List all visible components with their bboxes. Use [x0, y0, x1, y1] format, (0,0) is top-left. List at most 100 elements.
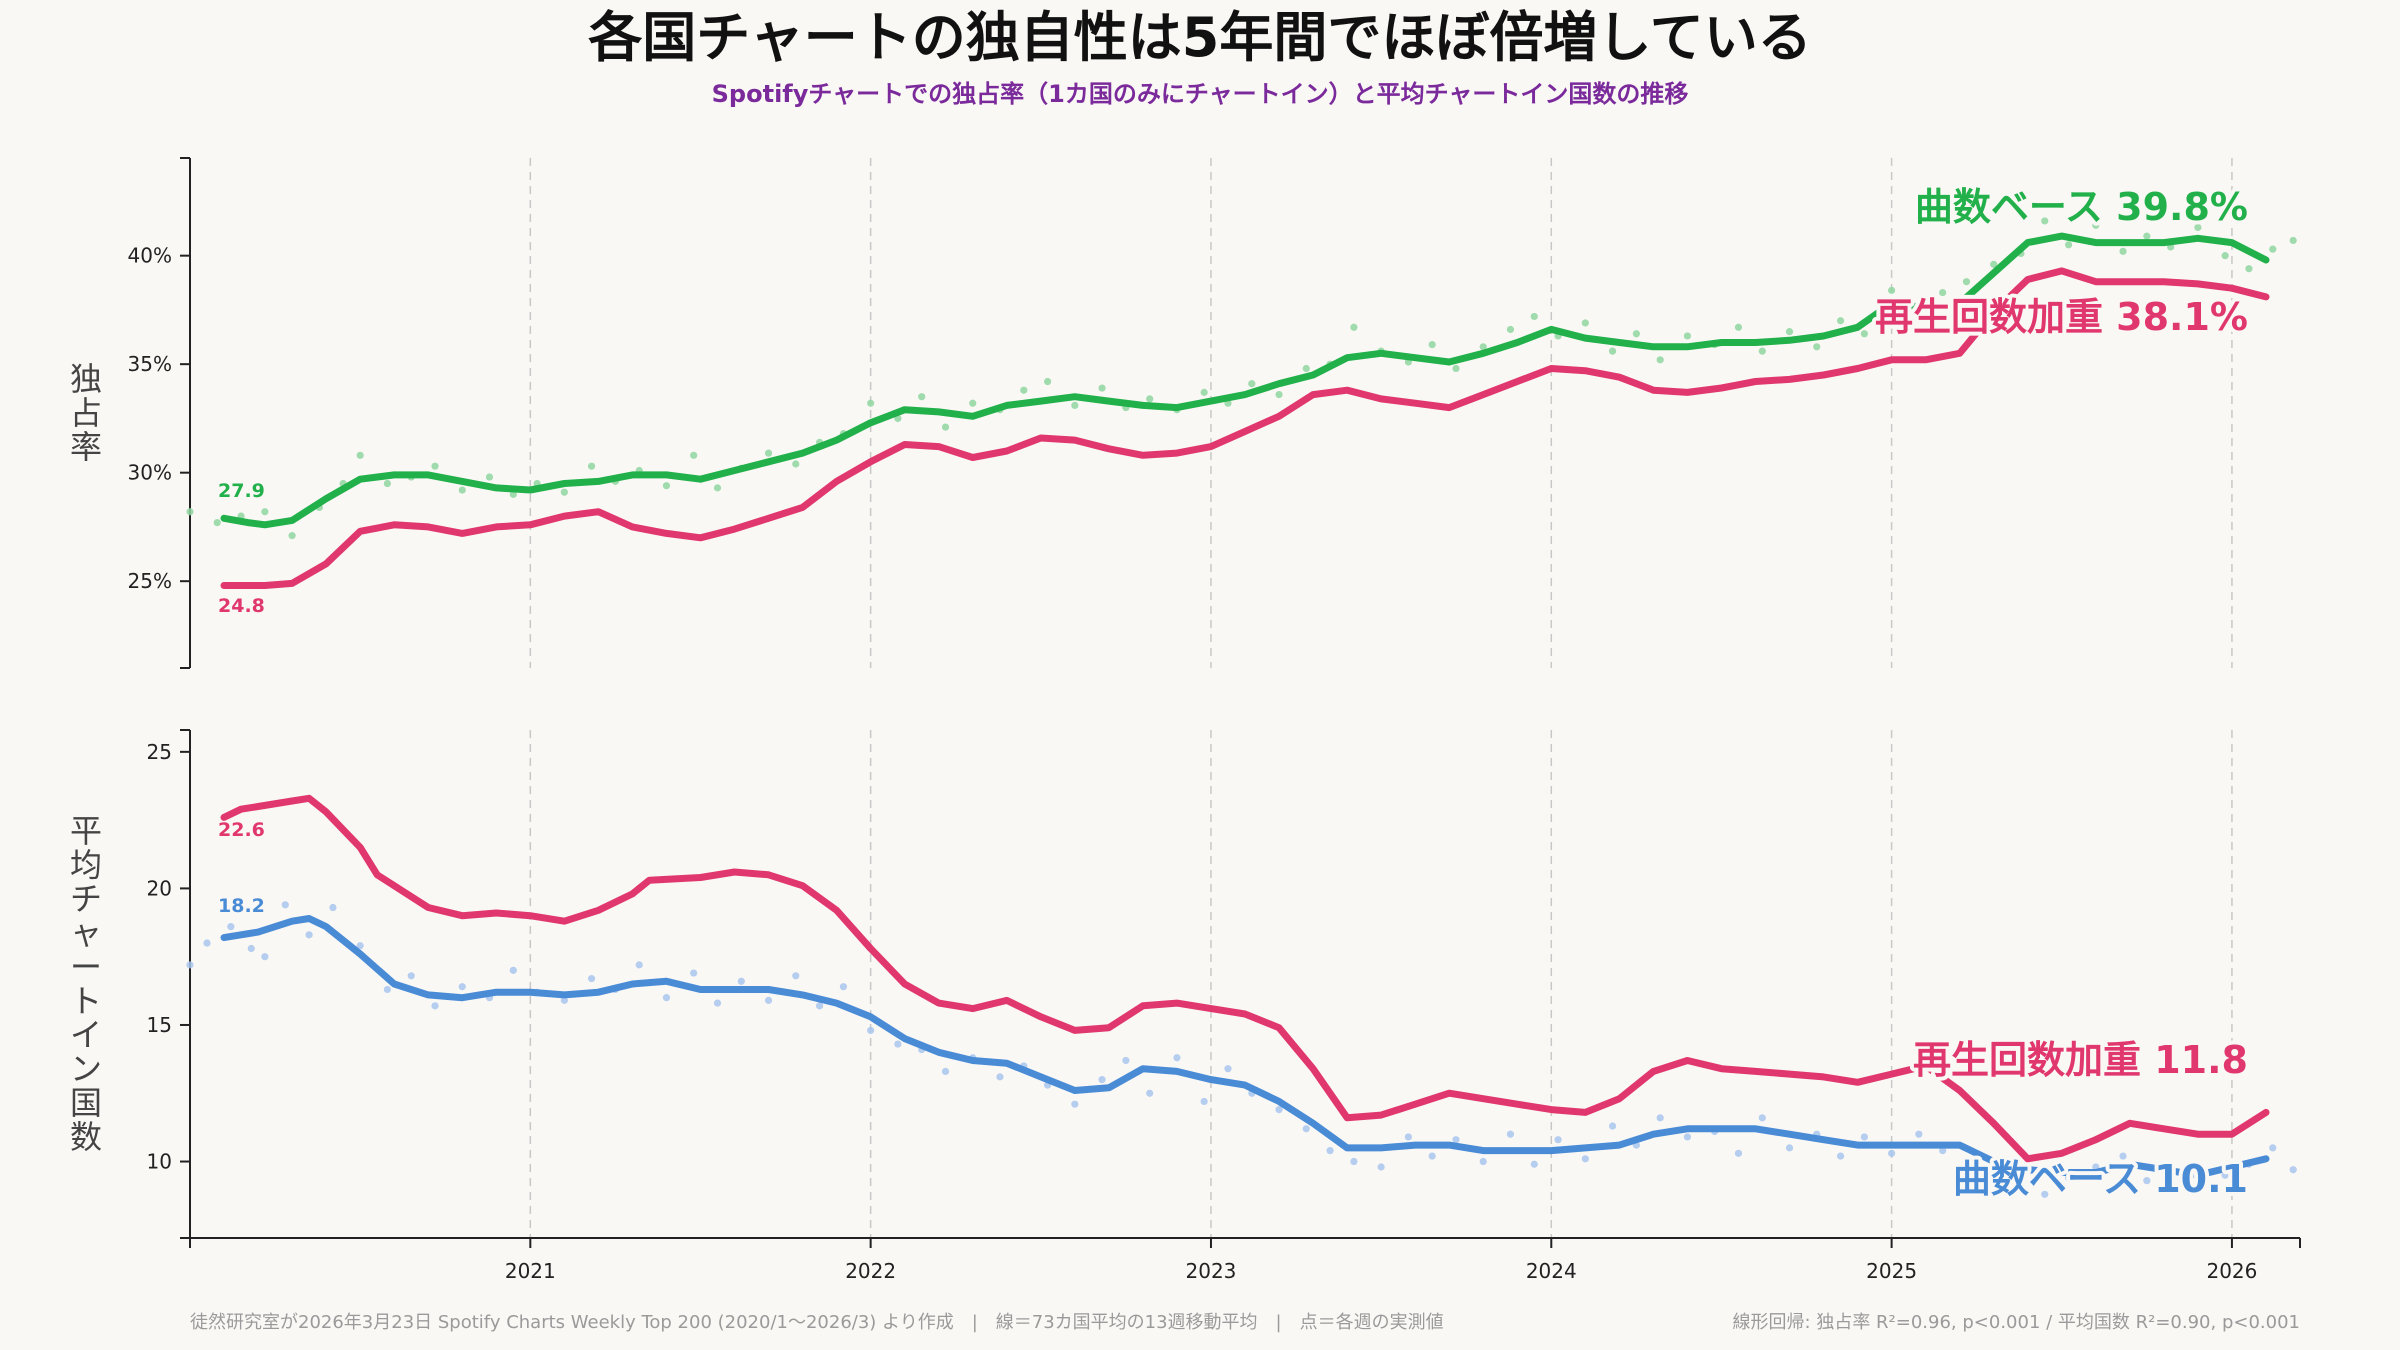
y-axis-label-char: 均 [70, 846, 102, 884]
data-point [1275, 390, 1283, 399]
data-point [1071, 401, 1079, 410]
data-point [713, 484, 722, 492]
data-point [1248, 380, 1256, 388]
data-point [690, 451, 698, 459]
data-point [737, 977, 745, 985]
data-point [1071, 1100, 1079, 1108]
series-end-label-0: 再生回数加重 11.8 [1913, 1038, 2248, 1082]
data-point [2119, 247, 2127, 255]
data-point [1939, 1147, 1947, 1155]
x-tick-label-2025: 2025 [1866, 1259, 1917, 1283]
data-point [1302, 364, 1310, 373]
x-tick-label-2021: 2021 [505, 1259, 556, 1283]
series-end-label-1: 曲数ベース 10.1 [1953, 1157, 2248, 1201]
data-point [1581, 1155, 1589, 1163]
data-point [1506, 1130, 1515, 1138]
y-axis-label-char: 平 [70, 812, 102, 850]
data-point [1915, 312, 1923, 321]
data-point [1479, 1157, 1487, 1166]
data-point [1656, 1114, 1664, 1122]
data-point [2221, 1171, 2229, 1179]
data-point [431, 462, 439, 470]
data-point [1656, 356, 1664, 364]
data-point [1326, 1147, 1334, 1155]
y-axis-label-char: ト [70, 982, 102, 1020]
data-point [2269, 1144, 2277, 1152]
data-point [1581, 319, 1589, 327]
data-point [2167, 1160, 2175, 1168]
data-point [1173, 1054, 1181, 1062]
data-point [1785, 1144, 1794, 1152]
data-point [690, 969, 698, 977]
data-point [1098, 384, 1106, 392]
data-point [792, 972, 800, 980]
data-point [1200, 388, 1208, 396]
data-point [356, 942, 364, 950]
y-axis-label-char: 独 [70, 360, 102, 398]
data-point [509, 490, 517, 498]
data-point [996, 1073, 1004, 1081]
data-point [839, 983, 848, 991]
data-point [2194, 223, 2202, 232]
y-axis-label-char: ー [70, 948, 102, 986]
data-point [356, 451, 364, 459]
data-point [1506, 325, 1515, 334]
data-point [281, 901, 289, 909]
data-point [1962, 278, 1971, 286]
data-point [458, 983, 466, 991]
data-point [2269, 245, 2277, 253]
data-point [2041, 1190, 2049, 1198]
data-point [2143, 1177, 2151, 1185]
data-point [509, 966, 517, 974]
data-point [764, 449, 773, 457]
footer-source: 徒然研究室が2026年3月23日 Spotify Charts Weekly T… [190, 1312, 1444, 1333]
data-point [662, 482, 671, 490]
y-axis-label-char: ャ [70, 914, 102, 952]
data-point [1146, 1089, 1154, 1097]
data-point [969, 399, 977, 407]
x-tick-label-2022: 2022 [845, 1259, 896, 1283]
data-point [1860, 330, 1868, 338]
series-end-label-0: 曲数ベース 39.8% [1915, 185, 2248, 229]
data-point [261, 508, 269, 516]
data-point [213, 518, 221, 527]
data-point [918, 393, 926, 401]
data-point [1888, 286, 1896, 294]
data-point [1428, 1152, 1436, 1160]
data-point [186, 961, 194, 969]
data-point [1428, 341, 1436, 349]
data-point [1990, 1168, 1998, 1177]
data-point [2119, 1152, 2127, 1160]
data-point [1479, 343, 1487, 351]
data-point [458, 486, 466, 494]
y-axis-label: 独占率 [70, 360, 102, 466]
data-point [1554, 1136, 1562, 1144]
data-point [2064, 1174, 2073, 1182]
data-point [1350, 323, 1358, 331]
data-point [815, 1002, 824, 1010]
data-point [1350, 1157, 1358, 1166]
y-tick-label: 25 [147, 740, 172, 764]
data-point [1122, 1056, 1130, 1065]
data-point [2017, 1182, 2025, 1190]
y-axis-label: 平均チャートイン国数 [70, 812, 102, 1156]
y-axis-label-char: 数 [70, 1118, 102, 1156]
data-point [1608, 347, 1617, 355]
y-tick-label: 20 [147, 876, 172, 900]
data-point [247, 944, 255, 953]
data-point [1044, 377, 1052, 386]
data-point [1530, 312, 1538, 321]
y-tick-label: 35% [128, 352, 172, 376]
y-tick-label: 15 [147, 1013, 172, 1037]
data-point [1452, 364, 1460, 373]
data-point [407, 972, 415, 980]
data-point [941, 1067, 950, 1075]
data-point [186, 508, 194, 516]
data-point [1146, 395, 1154, 403]
data-point [2194, 1182, 2202, 1190]
data-point [792, 460, 800, 468]
data-point [305, 931, 313, 939]
y-tick-label: 10 [147, 1150, 172, 1174]
